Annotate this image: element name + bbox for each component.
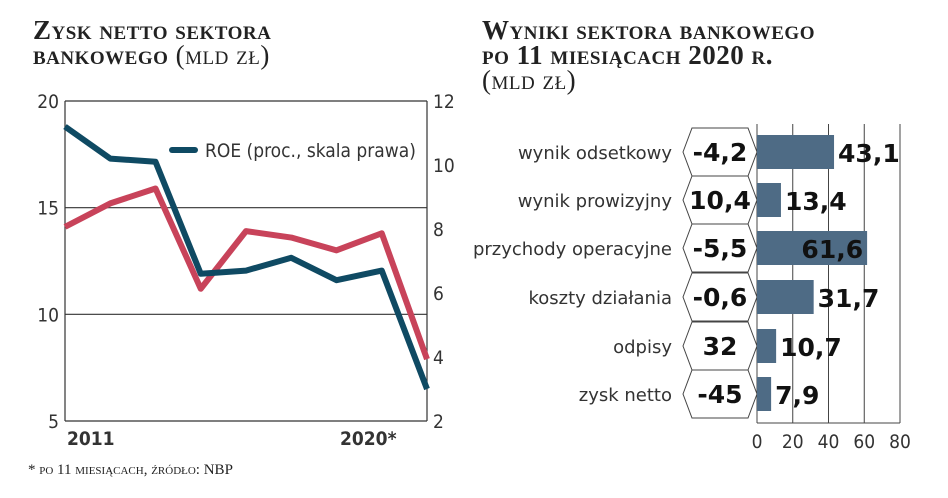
bar-value-label: 13,4 [785,187,847,216]
category-label: zysk netto [579,385,672,406]
bar [757,280,814,314]
change-label: -5,5 [693,234,748,263]
bar-value-label: 10,7 [780,333,842,362]
y-left-tick-label: 15 [37,198,59,220]
x-tick-label: 0 [752,431,763,453]
change-label: 10,4 [689,186,751,215]
y-right-tick-label: 8 [433,219,444,241]
category-label: koszty działania [528,288,672,309]
y-left-tick-label: 20 [37,91,59,113]
bar [757,329,777,363]
change-label: -4,2 [693,138,748,167]
category-label: wynik odsetkowy [518,143,672,164]
bar [757,135,835,169]
x-tick-label: 20 [782,431,804,453]
category-label: przychody operacyjne [473,239,672,260]
x-tick-label: 40 [818,431,840,453]
y-right-tick-label: 4 [433,347,444,369]
roe-line [63,124,430,391]
y-right-tick-label: 6 [433,283,444,305]
y-left-tick-label: 5 [48,411,59,433]
bar [757,231,868,265]
category-label: wynik prowizyjny [518,191,673,212]
bar-value-label: 61,6 [801,235,863,264]
y-right-tick-label: 12 [433,91,455,113]
change-label: -45 [697,380,742,409]
change-label: -0,6 [693,283,748,312]
y-left-tick-label: 10 [37,304,59,326]
profit-line [63,185,430,361]
footnote: * po 11 miesiącach, źródło: NBP [28,462,233,478]
bar-value-label: 43,1 [838,139,900,168]
category-label: odpisy [613,337,672,358]
left-chart-title: Zysk netto sektora bankowego (mld zł) [33,15,272,70]
right-chart-title: Wyniki sektora bankowego po 11 miesiącach… [482,15,815,95]
x-tick-label: 80 [889,431,911,453]
x-tick-label: 2011 [67,428,115,450]
bar [757,183,781,217]
y-right-tick-label: 2 [433,411,444,433]
y-right-tick-label: 10 [433,155,455,177]
legend-label: ROE (proc., skala prawa) [205,140,416,162]
bar-value-label: 7,9 [775,381,819,410]
x-tick-label: 2020* [340,428,397,450]
change-label: 32 [703,332,738,361]
bar-value-label: 31,7 [818,284,880,313]
x-tick-label: 60 [853,431,875,453]
bar [757,377,772,411]
